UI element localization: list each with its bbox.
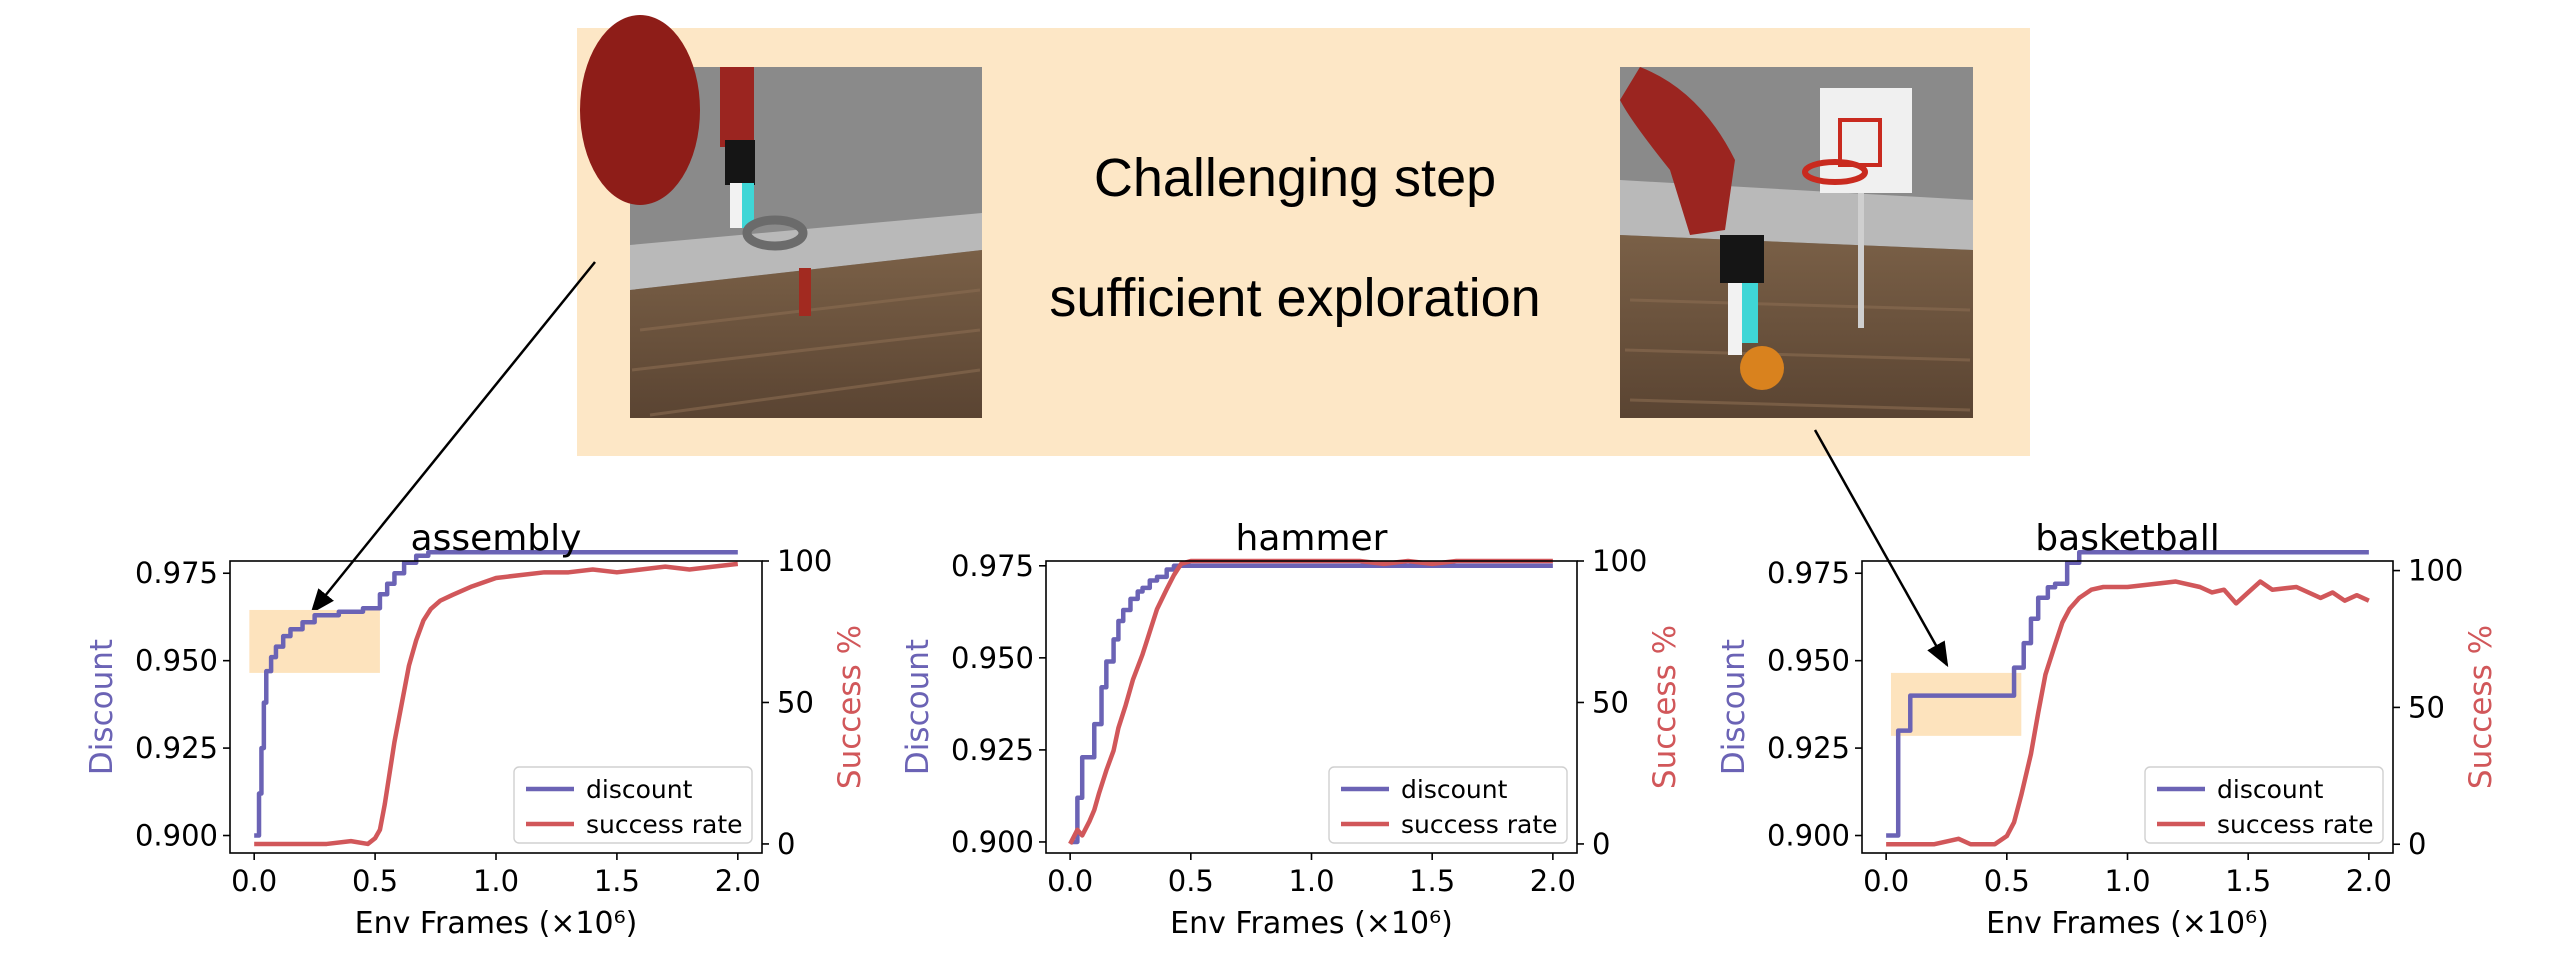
- y-left-tick-label: 0.975: [1767, 556, 1850, 590]
- chart-title: basketball: [2035, 518, 2219, 559]
- y-left-tick-label: 0.950: [951, 641, 1034, 675]
- legend-label: success rate: [586, 810, 743, 839]
- y-left-tick-label: 0.975: [951, 549, 1034, 583]
- arrow-to-basketball: [1813, 429, 1949, 668]
- chart-hammer: hammer 0.0 0.5 1.0 1.5 2.0 Env Frames (×10⁶) 0.…: [900, 518, 1683, 941]
- y-right-tick-label: 100: [777, 544, 832, 578]
- y-right-tick-label: 0: [2408, 827, 2426, 861]
- x-tick-label: 1.0: [2104, 864, 2150, 898]
- x-tick-label: 2.0: [715, 864, 761, 898]
- chart-title: hammer: [1236, 518, 1388, 559]
- y-right-tick-label: 0: [777, 827, 795, 861]
- x-tick-label: 1.5: [2225, 864, 2271, 898]
- y-right-tick-label: 100: [2408, 554, 2463, 588]
- banner-line-1: Challenging step: [1094, 148, 1496, 208]
- x-axis-label: Env Frames (×10⁶): [1986, 906, 2269, 941]
- y-right-tick-label: 50: [1592, 685, 1629, 719]
- highlight-box: [1890, 672, 2022, 736]
- series-line-discount: [1886, 550, 2369, 838]
- series-line-discount: [254, 550, 738, 838]
- banner-line-2: sufficient exploration: [1049, 268, 1540, 328]
- y-left-tick-label: 0.975: [135, 556, 218, 590]
- y-left-tick-label: 0.950: [135, 644, 218, 678]
- y-left-tick-label: 0.950: [1767, 644, 1850, 678]
- y-left-tick-label: 0.900: [135, 819, 218, 853]
- x-axis-label: Env Frames (×10⁶): [355, 906, 638, 941]
- y-right-tick-label: 0: [1592, 827, 1610, 861]
- x-tick-label: 0.5: [1168, 864, 1214, 898]
- x-tick-label: 1.5: [594, 864, 640, 898]
- y-right-tick-label: 100: [1592, 544, 1647, 578]
- x-tick-label: 0.0: [1047, 864, 1093, 898]
- series-line-discount: [1070, 563, 1553, 845]
- series-line-success-rate: [1068, 558, 1553, 845]
- x-tick-label: 0.0: [1863, 864, 1909, 898]
- y-left-axis-label: Discount: [84, 639, 120, 775]
- assembly-robot-image: [580, 15, 982, 418]
- legend-label: success rate: [1401, 810, 1558, 839]
- series-line-success-rate: [1886, 579, 2370, 847]
- y-left-tick-label: 0.925: [951, 733, 1034, 767]
- x-tick-label: 1.0: [1288, 864, 1334, 898]
- y-left-tick-label: 0.900: [1767, 819, 1850, 853]
- arrow-to-assembly: [310, 261, 596, 614]
- y-left-tick-label: 0.925: [1767, 731, 1850, 765]
- legend-label: success rate: [2217, 810, 2374, 839]
- x-tick-label: 0.0: [231, 864, 277, 898]
- y-left-axis-label: Discount: [900, 639, 936, 775]
- y-right-tick-label: 50: [2408, 690, 2445, 724]
- y-right-axis-label: Success %: [2463, 625, 2499, 789]
- x-tick-label: 2.0: [2346, 864, 2392, 898]
- y-right-tick-label: 50: [777, 685, 814, 719]
- chart-title: assembly: [411, 518, 582, 559]
- x-tick-label: 1.0: [473, 864, 519, 898]
- x-tick-label: 0.5: [352, 864, 398, 898]
- x-tick-label: 2.0: [1530, 864, 1576, 898]
- legend-label: discount: [1401, 775, 1508, 804]
- legend-label: discount: [586, 775, 693, 804]
- x-tick-label: 0.5: [1984, 864, 2030, 898]
- y-left-tick-label: 0.925: [135, 731, 218, 765]
- chart-basketball: basketball 0.0 0.5 1.0 1.5 2.0 Env Frames (×10…: [1716, 518, 2499, 941]
- y-right-axis-label: Success %: [1647, 625, 1683, 789]
- legend-label: discount: [2217, 775, 2324, 804]
- basketball-robot-image: [1620, 67, 1973, 418]
- series-line-success-rate: [254, 561, 739, 847]
- x-tick-label: 1.5: [1409, 864, 1455, 898]
- y-right-axis-label: Success %: [832, 625, 868, 789]
- x-axis-label: Env Frames (×10⁶): [1170, 906, 1453, 941]
- chart-assembly: assembly 0.0 0.5 1.0 1.5 2.0 Env Frames (×10⁶)…: [84, 518, 868, 941]
- y-left-axis-label: Discount: [1716, 639, 1752, 775]
- y-left-tick-label: 0.900: [951, 825, 1034, 859]
